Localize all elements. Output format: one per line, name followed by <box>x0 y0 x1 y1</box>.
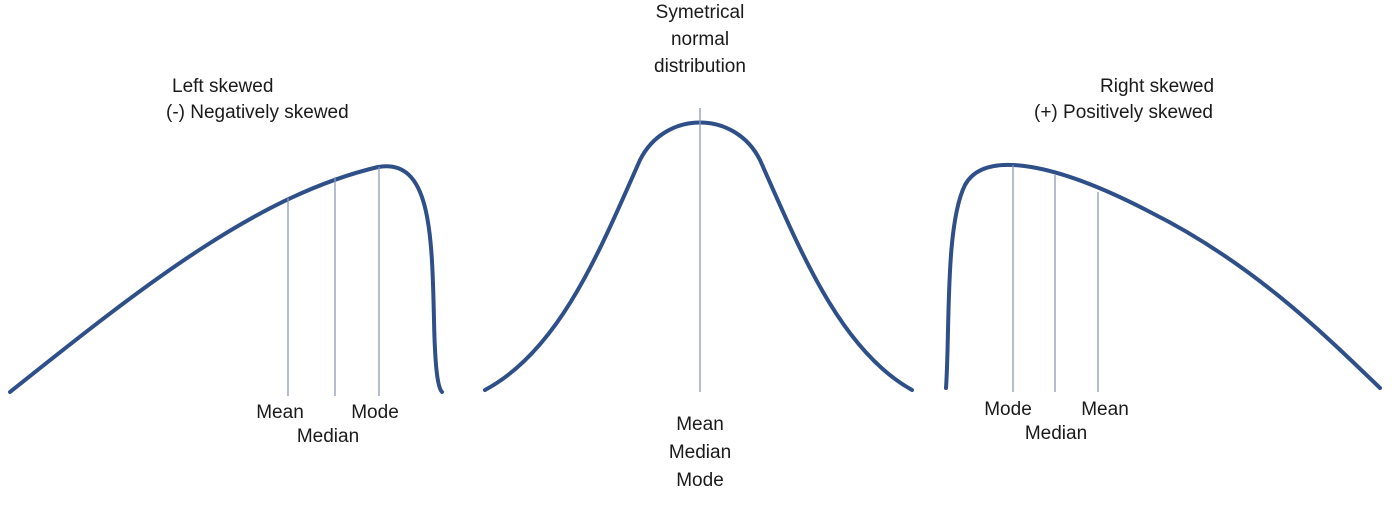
right-mean-label: Mean <box>1081 399 1129 420</box>
center-title-line-2: normal <box>670 29 730 50</box>
center-median-label: Median <box>668 442 732 463</box>
left-mean-label: Mean <box>256 402 304 423</box>
right-median-label: Median <box>1024 423 1088 444</box>
right-skewed-panel <box>944 162 1382 392</box>
right-mode-label: Mode <box>984 399 1032 420</box>
right-title-line-1: Right skewed <box>1100 76 1215 97</box>
right-title-line-2: (+) Positively skewed <box>1034 102 1213 123</box>
symmetric-panel <box>483 108 914 392</box>
normal-curve <box>483 120 914 392</box>
left-median-label: Median <box>296 426 360 447</box>
right-skewed-curve <box>944 162 1382 390</box>
left-mode-label: Mode <box>351 402 399 423</box>
left-title-line-1: Left skewed <box>172 76 274 97</box>
left-skewed-panel <box>8 164 444 396</box>
center-mode-label: Mode <box>676 470 724 491</box>
center-title-line-3: distribution <box>654 56 746 77</box>
center-mean-label: Mean <box>676 414 724 435</box>
left-skewed-curve <box>8 164 444 394</box>
center-title-line-1: Symetrical <box>655 2 745 23</box>
left-title-line-2: (-) Negatively skewed <box>166 102 349 123</box>
